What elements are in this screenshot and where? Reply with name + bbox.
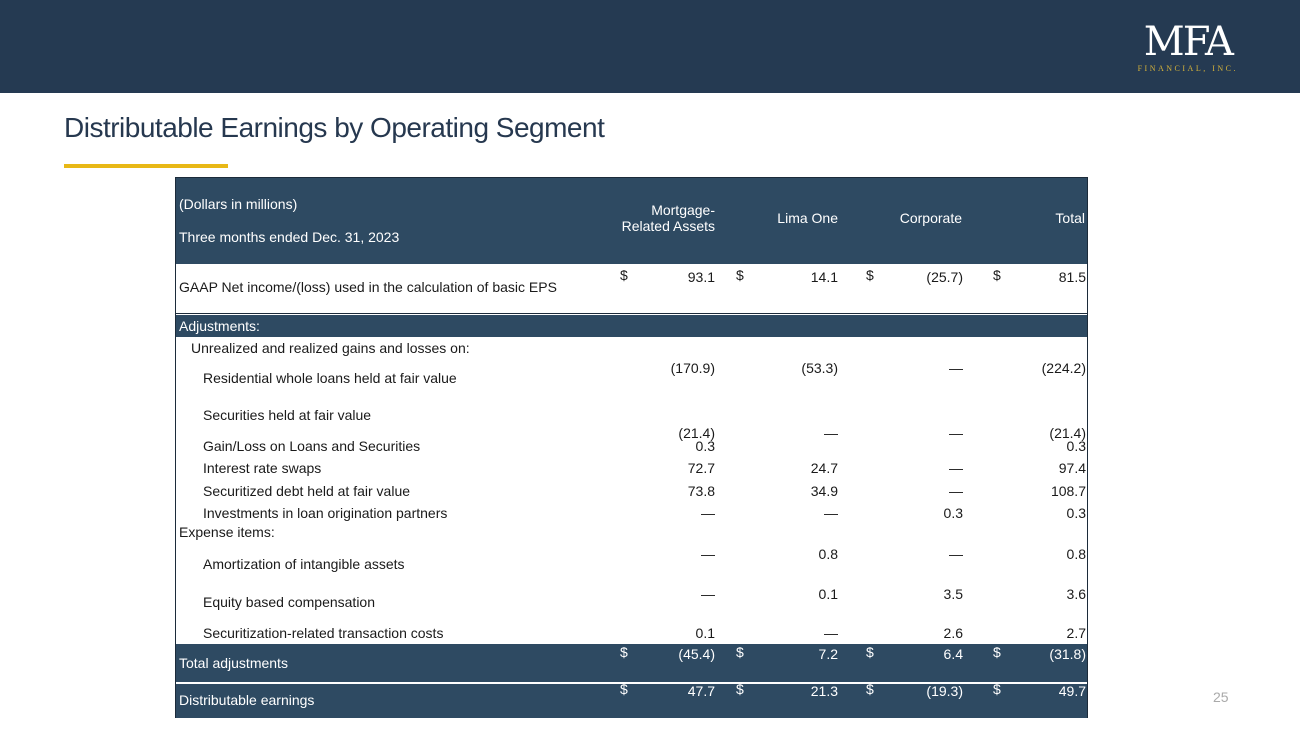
total-adjustments-band [176,644,1087,682]
row-value: (19.3) [926,683,963,699]
row-value: — [949,546,963,562]
currency-symbol: $ [736,267,744,283]
row-value: 2.7 [1066,625,1086,641]
row-value: — [701,586,715,602]
row-label: Investments in loan origination partners [203,505,448,521]
row-value: (53.3) [801,360,838,376]
row-value: 73.8 [687,483,715,499]
row-value: (31.8) [1049,646,1086,662]
col-total: Total [1055,210,1085,226]
row-value: (21.4) [1049,425,1086,441]
row-value: — [824,505,838,521]
row-label: Equity based compensation [203,594,375,610]
earnings-table: (Dollars in millions) Three months ended… [175,177,1088,718]
row-value: — [701,505,715,521]
row-value: 24.7 [810,460,838,476]
row-value: 14.1 [810,269,838,285]
period-label: Three months ended Dec. 31, 2023 [179,229,400,245]
row-label: Gain/Loss on Loans and Securities [203,438,421,454]
row-value: — [949,425,963,441]
adjustments-band: Adjustments: [176,315,1087,337]
row-value: 81.5 [1058,269,1086,285]
row-value: (170.9) [670,360,715,376]
row-label: Securitization-related transaction costs [203,625,444,641]
row-value: 0.1 [818,586,838,602]
row-value: — [701,546,715,562]
adjustments-label: Adjustments: [179,318,260,334]
row-value: 0.3 [1066,438,1086,454]
row-value: 0.8 [1066,546,1086,562]
row-value: 47.7 [687,683,715,699]
row-label: Securitized debt held at fair value [203,483,411,499]
currency-symbol: $ [736,644,744,660]
row-label: Distributable earnings [179,692,315,708]
row-value: (45.4) [678,646,715,662]
row-value: 21.3 [810,683,838,699]
row-label: Amortization of intangible assets [203,556,405,572]
row-value: (21.4) [678,425,715,441]
currency-symbol: $ [866,681,874,697]
logo-subtext: FINANCIAL, INC. [1137,64,1238,73]
row-value: 3.6 [1066,586,1086,602]
row-value: 93.1 [687,269,715,285]
table-header: (Dollars in millions) Three months ended… [176,178,1087,264]
row-label: Interest rate swaps [203,460,322,476]
row-value: 97.4 [1058,460,1086,476]
row-value: 3.5 [943,586,963,602]
currency-symbol: $ [620,681,628,697]
row-value: — [949,360,963,376]
page-number: 25 [1213,689,1229,705]
row-value: — [949,483,963,499]
row-value: 0.1 [695,625,715,641]
col-lima-one: Lima One [777,210,838,226]
row-value: 0.3 [695,438,715,454]
col-corporate: Corporate [899,210,962,226]
currency-symbol: $ [993,267,1001,283]
expense-label: Expense items: [179,524,275,540]
col-mortgage: Mortgage- Related Assets [621,202,715,234]
row-value: 0.8 [818,546,838,562]
row-label: Securities held at fair value [203,407,372,423]
row-value: 34.9 [810,483,838,499]
currency-symbol: $ [620,644,628,660]
row-value: 49.7 [1058,683,1086,699]
currency-symbol: $ [620,267,628,283]
currency-symbol: $ [866,267,874,283]
row-label: Residential whole loans held at fair val… [203,370,457,386]
header-bar: MFA FINANCIAL, INC. [0,0,1300,93]
row-value: 72.7 [687,460,715,476]
units-label: (Dollars in millions) [179,196,298,212]
row-value: 7.2 [818,646,838,662]
mfa-logo: MFA FINANCIAL, INC. [1138,22,1238,73]
row-label: GAAP Net income/(loss) used in the calcu… [179,279,557,295]
currency-symbol: $ [866,644,874,660]
row-value: (224.2) [1041,360,1086,376]
row-value: — [824,425,838,441]
currency-symbol: $ [993,681,1001,697]
logo-text: MFA [1143,19,1234,65]
page-title: Distributable Earnings by Operating Segm… [64,112,605,143]
row-label: Total adjustments [179,655,288,671]
currency-symbol: $ [736,681,744,697]
row-value: 6.4 [943,646,963,662]
unrealized-label: Unrealized and realized gains and losses… [191,340,470,356]
row-value: — [949,460,963,476]
row-value: 108.7 [1050,483,1086,499]
row-value: 0.3 [1066,505,1086,521]
row-value: (25.7) [926,269,963,285]
title-underline [64,164,228,168]
currency-symbol: $ [993,644,1001,660]
row-value: 2.6 [943,625,963,641]
row-value: — [824,625,838,641]
row-value: 0.3 [943,505,963,521]
distributable-band [176,684,1087,718]
